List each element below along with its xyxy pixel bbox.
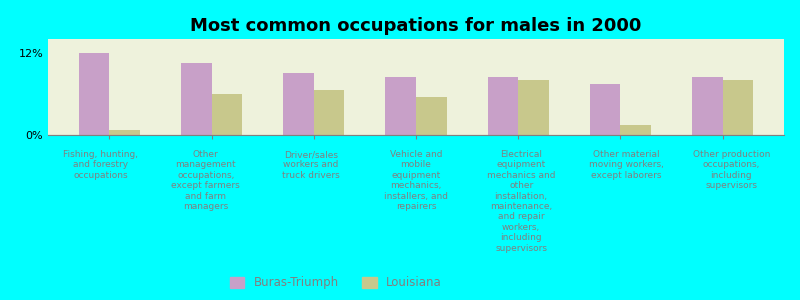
Text: Vehicle and
mobile
equipment
mechanics,
installers, and
repairers: Vehicle and mobile equipment mechanics, …	[384, 150, 448, 211]
Bar	[211, 94, 242, 135]
Text: Other production
occupations,
including
supervisors: Other production occupations, including …	[693, 150, 770, 190]
Text: Fishing, hunting,
and forestry
occupations: Fishing, hunting, and forestry occupatio…	[63, 150, 138, 180]
Bar	[386, 77, 416, 135]
Bar	[722, 80, 754, 135]
Bar	[283, 73, 314, 135]
Bar	[110, 130, 140, 135]
Bar	[314, 90, 345, 135]
Text: Driver/sales
workers and
truck drivers: Driver/sales workers and truck drivers	[282, 150, 340, 180]
Bar	[78, 53, 110, 135]
Bar	[692, 77, 722, 135]
Legend: Buras-Triumph, Louisiana: Buras-Triumph, Louisiana	[226, 272, 446, 294]
Bar	[518, 80, 549, 135]
Bar	[487, 77, 518, 135]
Bar	[590, 84, 621, 135]
Bar	[621, 125, 651, 135]
Title: Most common occupations for males in 2000: Most common occupations for males in 200…	[190, 17, 642, 35]
Text: Other material
moving workers,
except laborers: Other material moving workers, except la…	[589, 150, 664, 180]
Bar	[181, 63, 211, 135]
Bar	[416, 97, 446, 135]
Text: Electrical
equipment
mechanics and
other
installation,
maintenance,
and repair
w: Electrical equipment mechanics and other…	[487, 150, 555, 253]
Text: Other
management
occupations,
except farmers
and farm
managers: Other management occupations, except far…	[171, 150, 240, 211]
